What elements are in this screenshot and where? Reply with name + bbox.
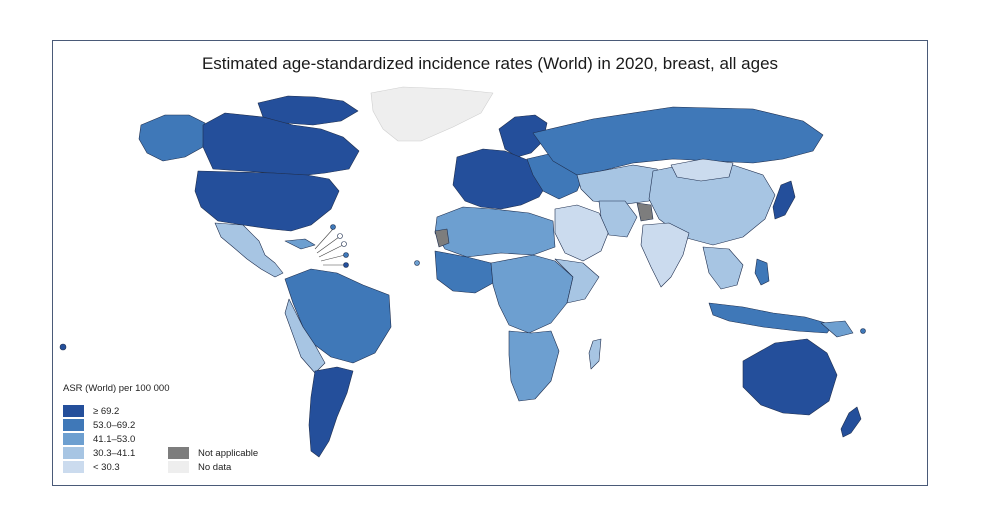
region-southeast-asia (702, 246, 744, 290)
map-title: Estimated age-standardized incidence rat… (201, 54, 779, 73)
region-iran (598, 200, 638, 238)
legend-label: No data (198, 461, 232, 473)
legend-label: 30.3–41.1 (93, 447, 136, 459)
legend-swatch (63, 433, 84, 445)
legend-class-4: 30.3–41.1 (63, 447, 135, 459)
callout-lines (314, 228, 346, 266)
region-madagascar (588, 338, 602, 370)
region-papua (820, 320, 854, 338)
region-indonesia (708, 302, 834, 334)
region-india (640, 222, 690, 288)
legend-swatch (63, 419, 84, 431)
legend-swatch (168, 461, 189, 473)
region-usa (194, 170, 340, 232)
region-island-cape-verde (414, 260, 420, 266)
legend-swatch (63, 405, 84, 417)
legend-no-data: No data (168, 461, 231, 473)
legend-swatch (63, 447, 84, 459)
region-central-africa (490, 254, 574, 334)
region-australia (742, 338, 838, 416)
region-western-europe (452, 148, 550, 210)
region-philippines (754, 258, 770, 286)
legend-label: 41.1–53.0 (93, 433, 136, 445)
region-south-america-south (308, 366, 354, 458)
legend-class-2: 53.0–69.2 (63, 419, 135, 431)
region-japan (772, 180, 796, 220)
region-canada (202, 112, 360, 176)
region-afghanistan (636, 202, 654, 222)
legend-label: < 30.3 (93, 461, 120, 473)
legend-swatch (63, 461, 84, 473)
callout-circles (330, 224, 349, 268)
legend-label: 53.0–69.2 (93, 419, 136, 431)
region-alaska (138, 114, 206, 162)
map-frame: Estimated age-standardized incidence rat… (52, 40, 928, 486)
region-west-africa (434, 250, 494, 294)
legend-label: ≥ 69.2 (93, 405, 120, 417)
region-east-africa (554, 258, 600, 304)
world-map (59, 86, 866, 458)
legend-swatch (168, 447, 189, 459)
legend-title: ASR (World) per 100 000 (63, 383, 170, 394)
region-island-pacific (860, 328, 866, 334)
legend-class-1: ≥ 69.2 (63, 405, 119, 417)
region-north-africa (434, 206, 556, 258)
region-mexico (214, 222, 284, 278)
region-caribbean (284, 238, 316, 250)
region-mongolia (670, 158, 734, 182)
region-island-hawaii (59, 343, 67, 351)
legend-class-5: < 30.3 (63, 461, 120, 473)
legend-label: Not applicable (198, 447, 259, 459)
legend-not-applicable: Not applicable (168, 447, 258, 459)
legend-class-3: 41.1–53.0 (63, 433, 135, 445)
region-greenland (370, 86, 494, 142)
region-new-zealand (840, 406, 862, 438)
region-western-sahara (434, 228, 450, 248)
region-middle-east (554, 204, 610, 262)
region-southern-africa (508, 330, 560, 402)
